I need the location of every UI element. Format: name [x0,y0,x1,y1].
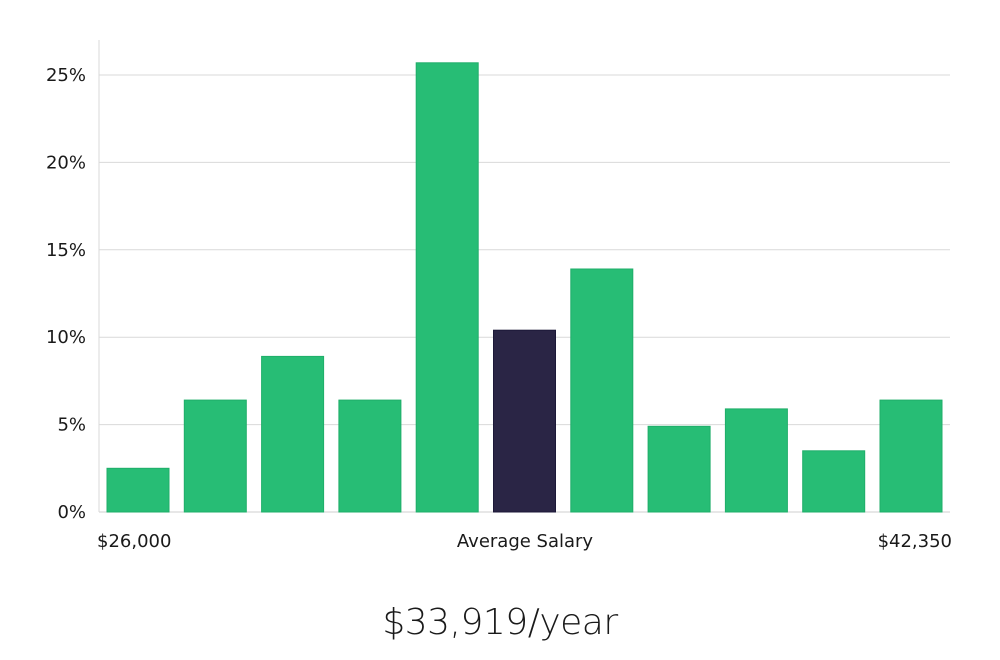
y-tick-label: 20% [46,152,86,173]
y-tick-label: 5% [57,415,86,436]
salary-histogram: 0%5%10%15%20%25% $26,000 Average Salary … [46,40,952,552]
y-tick-label: 25% [46,65,86,86]
bar [647,425,711,513]
y-tick-label: 0% [57,502,86,523]
bar [338,399,402,513]
bar [106,467,170,513]
x-label-max: $42,350 [878,531,952,552]
bar [802,450,866,513]
average-salary-value: $33,919/year [382,602,618,643]
x-label-min: $26,000 [97,531,171,552]
y-tick-label: 15% [46,240,86,261]
bar [415,62,479,513]
bar [570,268,634,513]
bar [724,408,788,513]
y-tick-label: 10% [46,327,86,348]
bar [183,399,247,513]
bar-average [493,329,556,513]
x-axis-title: Average Salary [457,531,594,552]
bar [879,399,943,513]
bar [261,355,325,513]
